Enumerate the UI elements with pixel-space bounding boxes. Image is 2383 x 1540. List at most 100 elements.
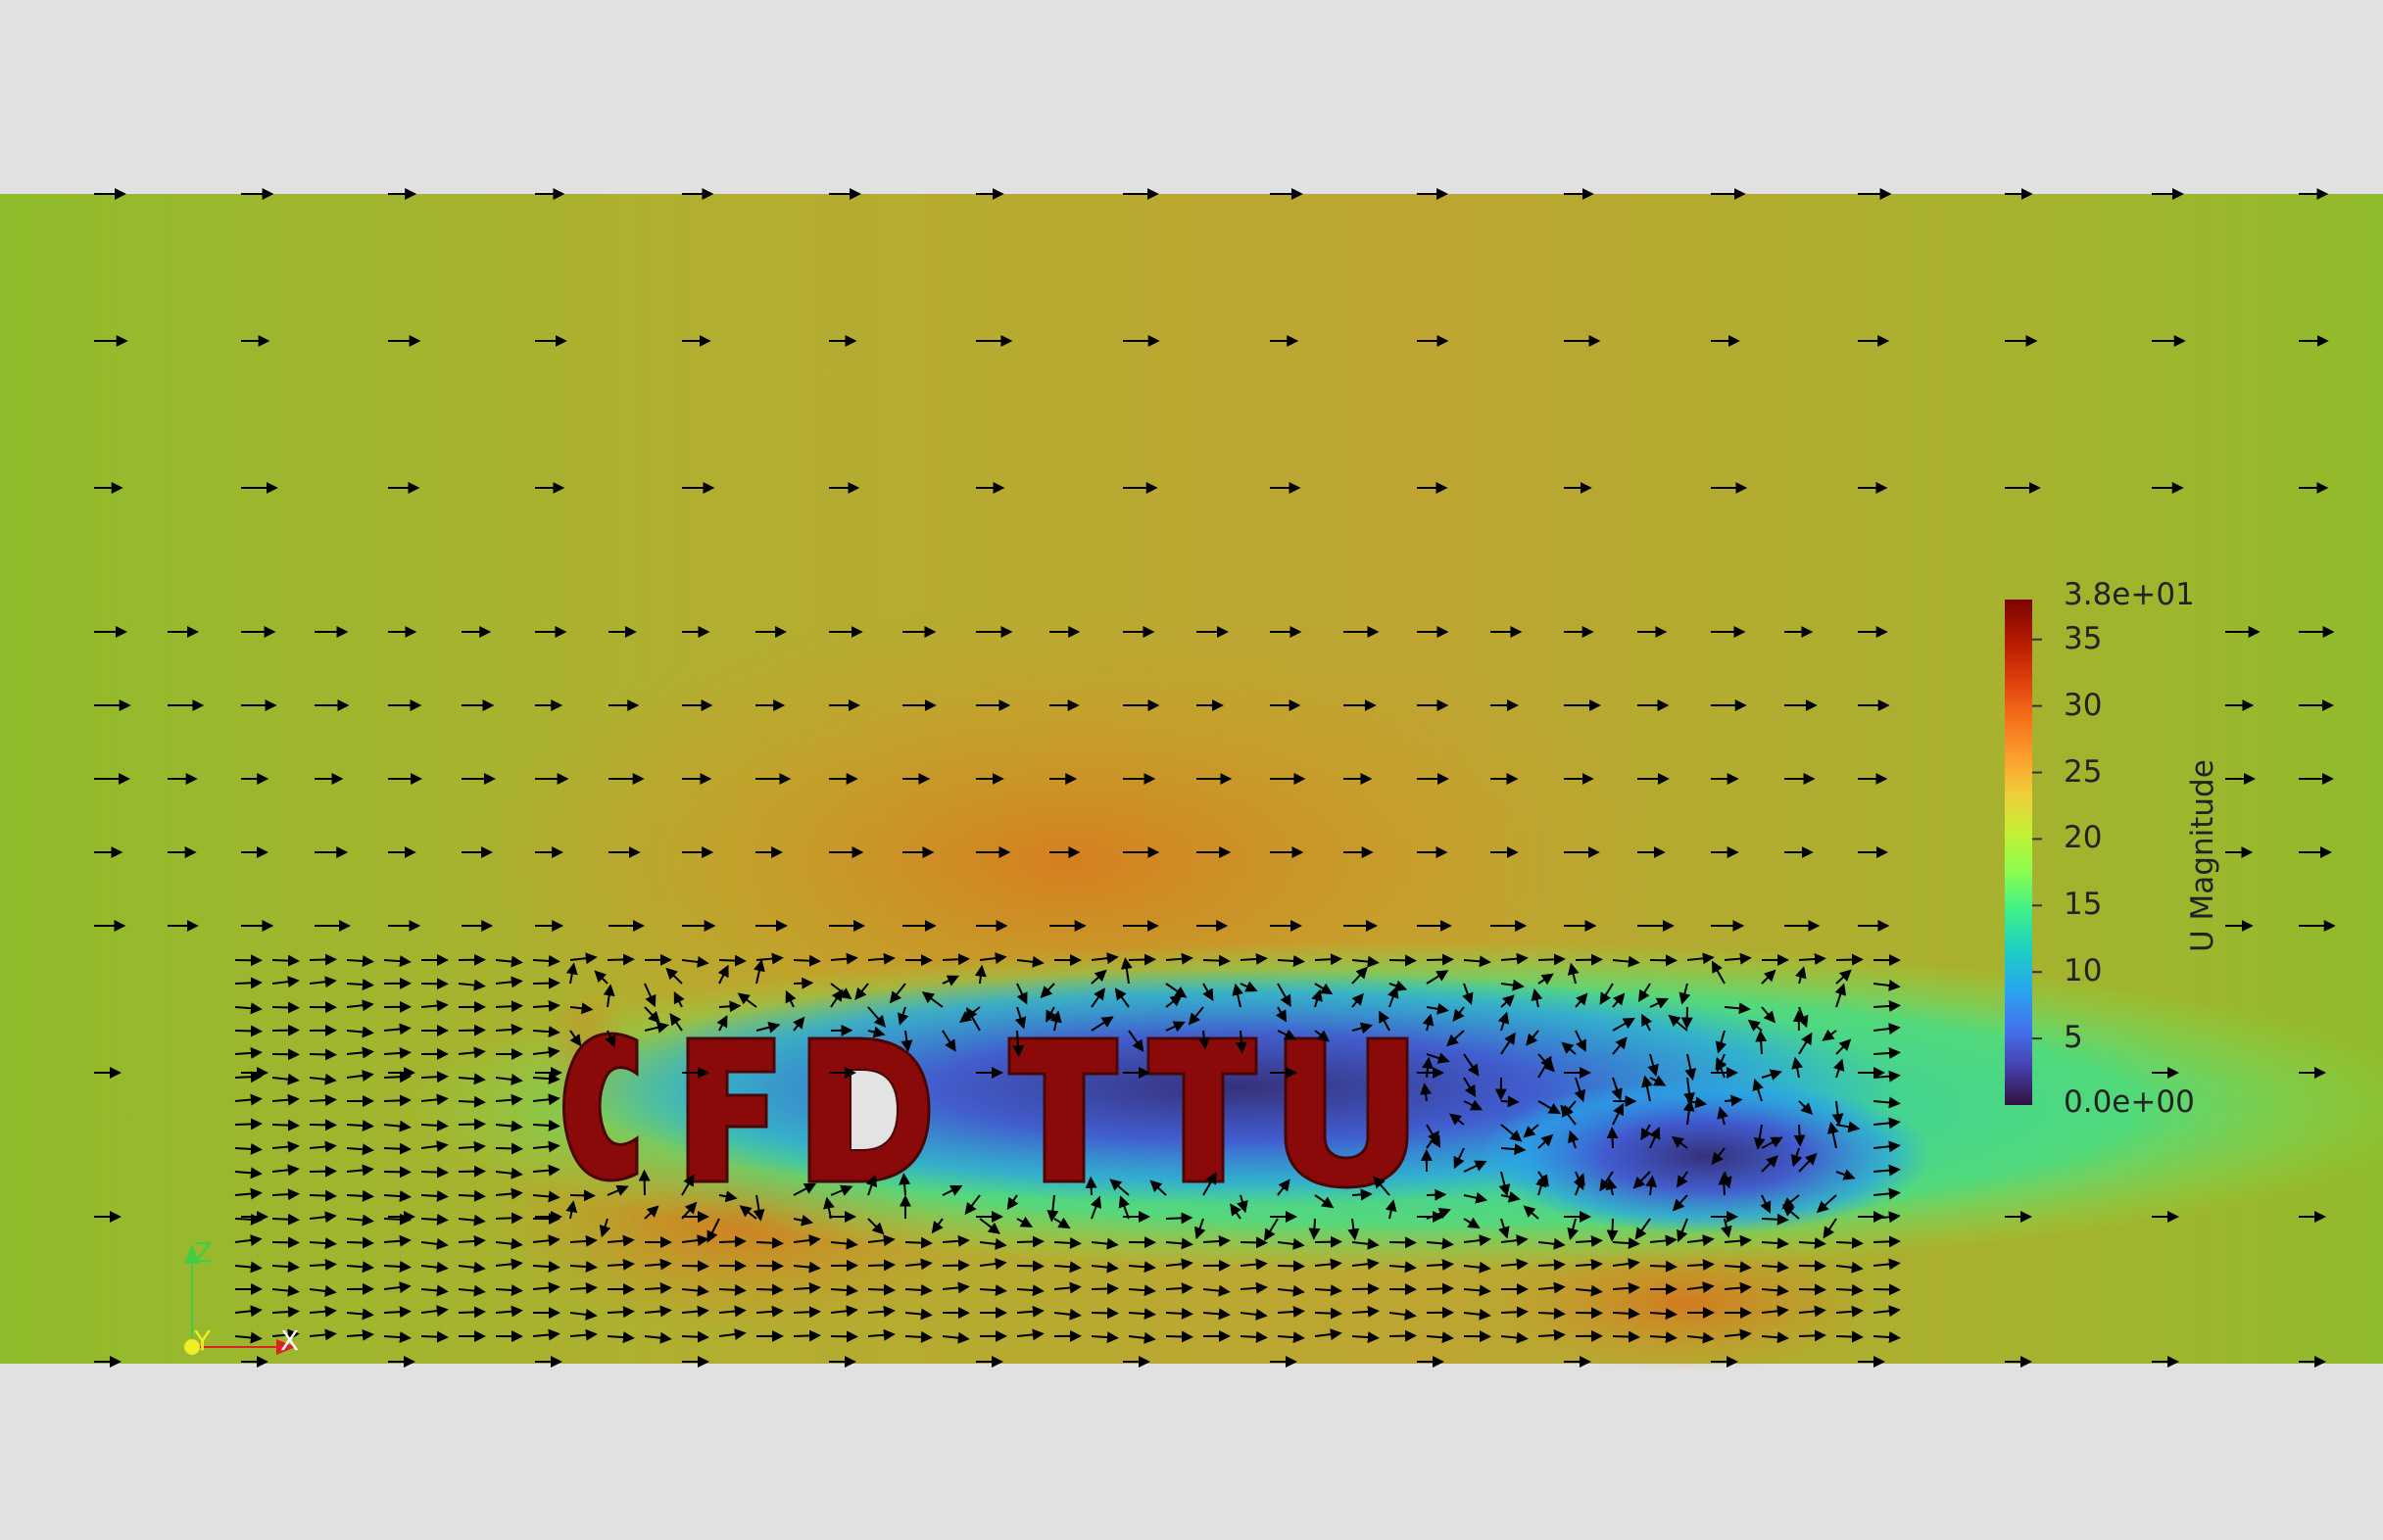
letter-d-counter xyxy=(850,1069,900,1151)
velocity-arrow xyxy=(1634,1218,1651,1240)
velocity-arrow xyxy=(1791,1056,1804,1079)
velocity-arrow xyxy=(1091,1331,1119,1344)
velocity-arrow xyxy=(271,1001,300,1014)
velocity-arrow xyxy=(1724,952,1752,965)
velocity-arrow xyxy=(346,978,374,990)
velocity-arrow xyxy=(309,1237,337,1250)
velocity-arrow xyxy=(979,1218,1001,1234)
velocity-arrow xyxy=(346,1261,374,1274)
velocity-arrow xyxy=(1724,1281,1752,1294)
velocity-arrow xyxy=(383,1213,412,1226)
velocity-arrow xyxy=(1165,1282,1193,1295)
colorbar-tick-label: 15 xyxy=(2064,887,2103,923)
velocity-arrow xyxy=(1686,1281,1715,1293)
velocity-arrow xyxy=(1612,1307,1640,1320)
velocity-arrow xyxy=(1347,1218,1360,1241)
velocity-arrow xyxy=(737,992,757,1008)
velocity-arrow xyxy=(1641,1013,1653,1032)
velocity-arrow xyxy=(1677,1218,1688,1243)
velocity-arrow xyxy=(1498,1171,1511,1197)
velocity-arrow xyxy=(1574,1077,1586,1103)
velocity-arrow xyxy=(1537,973,1554,986)
velocity-arrow xyxy=(867,1218,885,1235)
velocity-arrow xyxy=(420,1213,449,1226)
velocity-arrow xyxy=(867,1234,896,1247)
velocity-arrow xyxy=(854,983,869,1000)
velocity-arrow xyxy=(1387,986,1399,1008)
velocity-arrow xyxy=(1165,983,1188,998)
velocity-arrow xyxy=(383,1166,412,1179)
velocity-arrow xyxy=(1612,1036,1628,1055)
velocity-arrow xyxy=(495,1237,523,1250)
velocity-arrow xyxy=(739,1205,757,1220)
velocity-arrow xyxy=(1006,1194,1019,1211)
velocity-arrow xyxy=(458,1261,486,1274)
velocity-arrow xyxy=(1091,1016,1114,1032)
velocity-arrow xyxy=(1240,1236,1268,1249)
velocity-arrow xyxy=(271,1119,300,1131)
velocity-arrow xyxy=(1671,1135,1688,1149)
velocity-arrow xyxy=(1686,1331,1715,1344)
velocity-arrow xyxy=(1612,1017,1635,1032)
velocity-arrow xyxy=(785,989,797,1008)
velocity-arrow xyxy=(1537,1055,1552,1079)
velocity-arrow xyxy=(865,1174,878,1196)
velocity-arrow xyxy=(1463,1053,1480,1077)
velocity-arrow xyxy=(1463,955,1491,968)
velocity-arrow xyxy=(1686,952,1715,965)
velocity-arrow xyxy=(644,1331,672,1344)
velocity-arrow xyxy=(1795,966,1807,985)
velocity-arrow xyxy=(1717,1106,1728,1126)
velocity-arrow xyxy=(346,1143,374,1156)
velocity-arrow xyxy=(1822,1029,1837,1041)
velocity-arrow xyxy=(1724,1234,1752,1247)
velocity-arrow xyxy=(1672,1194,1688,1212)
velocity-arrow xyxy=(1202,1284,1231,1297)
velocity-arrow xyxy=(1351,955,1380,968)
velocity-arrow xyxy=(867,1283,896,1296)
velocity-arrow xyxy=(1715,1030,1727,1054)
velocity-arrow xyxy=(1128,1308,1156,1321)
velocity-arrow xyxy=(532,1281,560,1294)
velocity-arrow xyxy=(718,1000,742,1013)
velocity-arrow xyxy=(1498,1218,1510,1239)
velocity-arrow xyxy=(565,962,578,985)
velocity-arrow xyxy=(1668,1014,1688,1032)
velocity-arrow xyxy=(383,955,412,968)
velocity-arrow xyxy=(234,1046,263,1059)
velocity-arrow xyxy=(1314,983,1334,995)
velocity-arrow xyxy=(1724,1261,1752,1274)
velocity-arrow xyxy=(793,1281,821,1294)
velocity-arrow xyxy=(234,1234,263,1246)
velocity-arrow xyxy=(899,1173,911,1196)
velocity-arrow xyxy=(1014,1006,1027,1030)
velocity-arrow xyxy=(1351,1022,1374,1035)
velocity-arrow xyxy=(1872,1140,1901,1153)
velocity-arrow xyxy=(458,1284,486,1297)
velocity-arrow xyxy=(1351,1282,1380,1295)
velocity-arrow xyxy=(644,983,657,1008)
velocity-arrow xyxy=(1872,1187,1901,1200)
velocity-arrow xyxy=(271,1306,300,1319)
velocity-arrow xyxy=(1240,1308,1268,1321)
velocity-arrow xyxy=(420,1284,449,1297)
velocity-arrow xyxy=(1091,952,1119,965)
y-axis-label: Y xyxy=(194,1324,212,1357)
velocity-arrow xyxy=(1085,1176,1097,1196)
velocity-arrow xyxy=(1575,1258,1603,1271)
velocity-arrow xyxy=(346,1214,374,1227)
velocity-arrow xyxy=(1165,1212,1193,1225)
velocity-arrow xyxy=(383,1260,412,1273)
velocity-arrow xyxy=(458,1234,486,1247)
velocity-arrow xyxy=(1463,1160,1487,1173)
velocity-arrow xyxy=(569,1308,598,1321)
velocity-arrow xyxy=(1761,1331,1789,1344)
velocity-arrow xyxy=(1816,1194,1837,1214)
velocity-arrow xyxy=(1388,1261,1417,1274)
velocity-arrow xyxy=(1500,1143,1527,1156)
velocity-arrow xyxy=(1649,1260,1678,1273)
velocity-arrow xyxy=(420,1261,449,1274)
velocity-arrow xyxy=(599,1218,611,1238)
